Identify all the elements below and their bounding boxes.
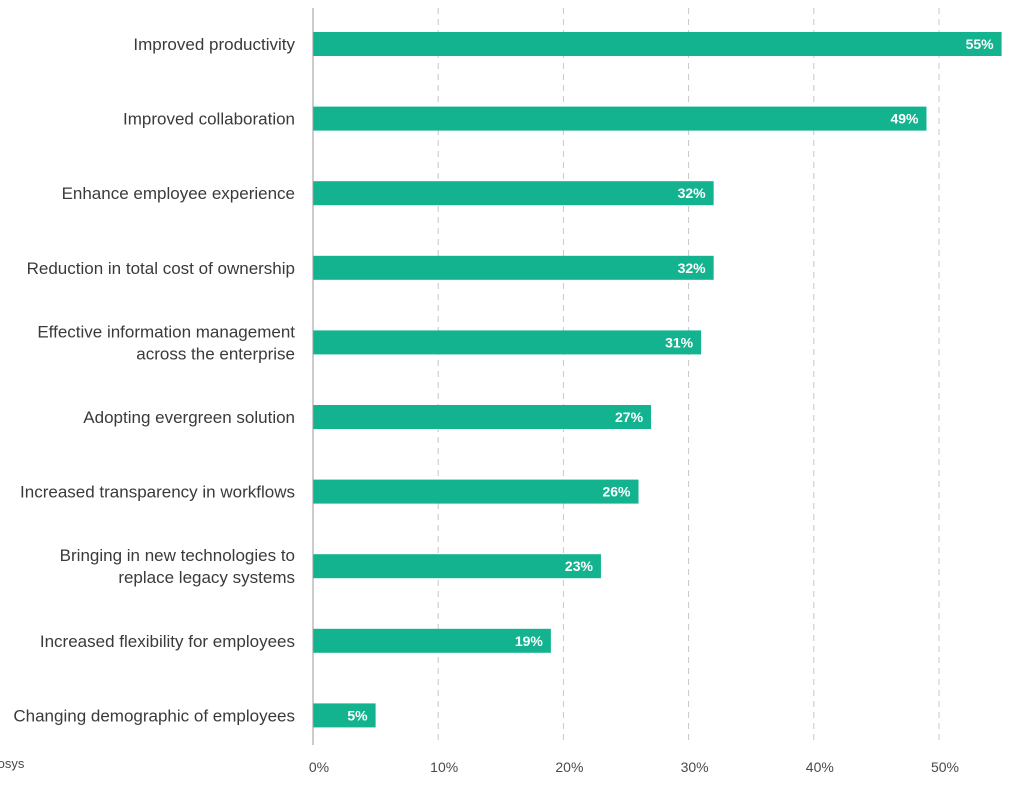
x-axis-ticks: 0% 10% 20% 30% 40% 50% xyxy=(309,759,959,775)
category-label-line: replace legacy systems xyxy=(118,568,295,587)
bar xyxy=(313,106,927,131)
bar-value-label: 49% xyxy=(890,111,919,127)
category-label: Adopting evergreen solution xyxy=(83,408,295,427)
bar xyxy=(313,628,551,653)
source-note: fosys xyxy=(0,756,25,771)
bar-value-label: 19% xyxy=(515,633,544,649)
x-tick-label: 0% xyxy=(309,759,329,775)
grid-lines xyxy=(437,8,940,745)
bar xyxy=(313,479,639,504)
bar-value-label: 32% xyxy=(678,185,707,201)
bar-value-label: 5% xyxy=(347,707,368,723)
bar xyxy=(313,181,714,206)
bar xyxy=(313,405,652,429)
category-label: Improved collaboration xyxy=(123,110,295,129)
category-label: Bringing in new technologies to replace l… xyxy=(60,546,295,587)
category-label: Increased flexibility for employees xyxy=(40,632,295,651)
bar xyxy=(313,255,714,280)
bar-value-label: 23% xyxy=(565,558,594,574)
bar xyxy=(313,554,601,579)
category-label-line: Increased flexibility for employees xyxy=(40,632,295,651)
category-label-line: Enhance employee experience xyxy=(62,184,295,203)
category-label: Changing demographic of employees xyxy=(13,706,295,725)
category-label-line: Bringing in new technologies to xyxy=(60,546,295,565)
category-label: Improved productivity xyxy=(133,35,295,54)
bar-value-label: 32% xyxy=(678,260,707,276)
category-label-line: Changing demographic of employees xyxy=(13,706,295,725)
category-label-line: across the enterprise xyxy=(136,344,295,363)
category-label: Effective information management across t… xyxy=(37,322,295,363)
bar-value-label: 55% xyxy=(966,36,995,52)
bar xyxy=(313,330,702,355)
category-label: Enhance employee experience xyxy=(62,184,295,203)
bar-value-label: 26% xyxy=(602,484,631,500)
category-label: Increased transparency in workflows xyxy=(20,483,295,502)
bar xyxy=(313,32,1002,56)
bar xyxy=(313,703,376,728)
category-label-line: Improved collaboration xyxy=(123,110,295,129)
category-label: Reduction in total cost of ownership xyxy=(27,259,295,278)
category-label-line: Increased transparency in workflows xyxy=(20,483,295,502)
bar-value-label: 31% xyxy=(665,334,694,350)
x-tick-label: 20% xyxy=(555,759,583,775)
x-tick-label: 10% xyxy=(430,759,458,775)
category-label-line: Adopting evergreen solution xyxy=(83,408,295,427)
x-tick-label: 40% xyxy=(806,759,834,775)
bar-value-label: 27% xyxy=(615,409,644,425)
category-label-line: Effective information management xyxy=(37,322,295,341)
x-tick-label: 30% xyxy=(681,759,709,775)
bars: 55% 49% 32% 32% 31% 27% 26% 23% 19% 5% xyxy=(313,32,1002,728)
category-label-line: Improved productivity xyxy=(133,35,295,54)
category-labels: Improved productivity Improved collaborat… xyxy=(13,35,295,725)
x-tick-label: 50% xyxy=(931,759,959,775)
category-label-line: Reduction in total cost of ownership xyxy=(27,259,295,278)
